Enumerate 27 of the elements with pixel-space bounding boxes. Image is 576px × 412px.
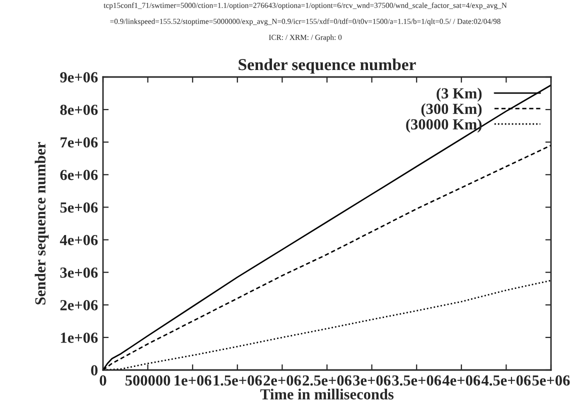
y-tick-label: 3e+06 xyxy=(60,267,98,278)
y-tick-label: 4e+06 xyxy=(60,234,98,246)
x-tick-label: 5e+06 xyxy=(532,375,570,386)
x-tick-label: 2e+06 xyxy=(264,375,301,386)
y-tick-label: 7e+06 xyxy=(60,137,98,148)
y-tick-label: 0 xyxy=(91,365,98,376)
legend-label: (300 Km) xyxy=(421,103,482,118)
x-tick-label: 4e+06 xyxy=(442,375,480,386)
legend-label: (30000 Km) xyxy=(406,118,482,133)
y-tick-label: 5e+06 xyxy=(60,202,98,213)
x-tick-label: 3.5e+06 xyxy=(392,375,442,386)
legend-label: (3 Km) xyxy=(436,88,482,102)
x-axis-title: Time in milliseconds xyxy=(260,388,394,400)
x-tick-label: 1e+06 xyxy=(174,375,212,386)
x-tick-label: 2.5e+06 xyxy=(302,375,352,386)
y-tick-label: 8e+06 xyxy=(60,104,98,116)
y-tick-label: 6e+06 xyxy=(60,170,98,180)
x-tick-label: 0 xyxy=(100,375,106,386)
x-tick-label: 3e+06 xyxy=(353,375,391,386)
y-tick-label: 9e+06 xyxy=(60,72,98,82)
x-tick-label: 1.5e+06 xyxy=(214,375,262,386)
x-tick-label: 500000 xyxy=(125,375,170,386)
y-axis-title: Sender sequence number xyxy=(34,142,49,304)
y-tick-label: 2e+06 xyxy=(60,300,98,310)
chart-title: Sender sequence number xyxy=(238,58,416,74)
y-tick-label: 1e+06 xyxy=(60,332,98,343)
x-tick-label: 4.5e+06 xyxy=(481,375,531,386)
